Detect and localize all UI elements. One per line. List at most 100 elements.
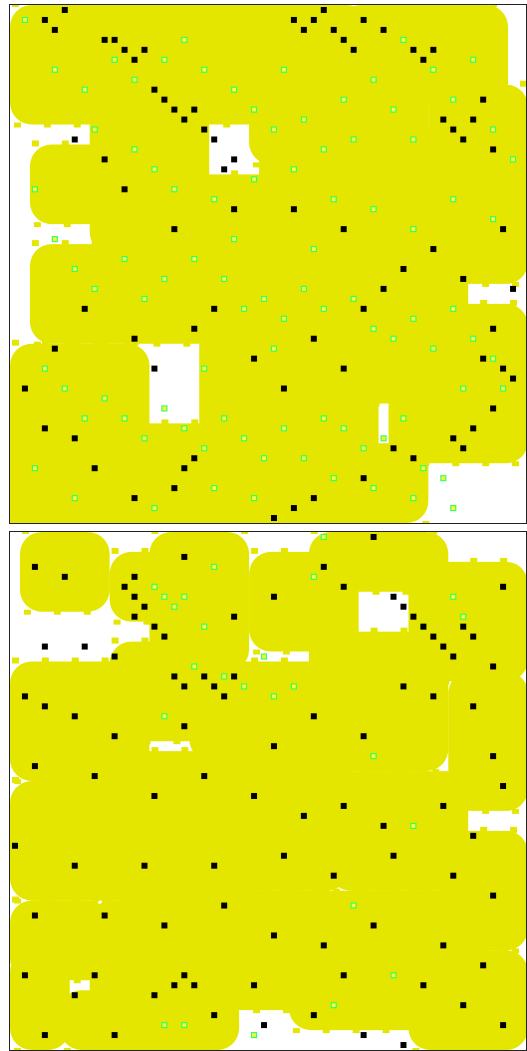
agent-cell [231, 613, 238, 620]
region-edge [243, 341, 251, 347]
region-edge [280, 547, 288, 554]
region-edge [490, 5, 498, 7]
agent-cell [171, 106, 178, 113]
region-edge [141, 499, 149, 506]
region-edge [83, 521, 91, 523]
region-edge [183, 102, 191, 108]
region-edge [71, 339, 79, 346]
food-item [490, 355, 497, 362]
region-edge [342, 759, 350, 765]
region-edge [330, 439, 338, 446]
region-edge [171, 499, 179, 506]
region-edge [450, 140, 458, 147]
food-item [390, 106, 397, 113]
food-item [201, 623, 208, 630]
region-edge [322, 481, 330, 487]
agent-cell [350, 46, 357, 53]
region-edge [470, 946, 478, 953]
region-edge [512, 281, 520, 287]
food-item [250, 495, 258, 502]
region-edge [480, 826, 488, 833]
region-edge [460, 260, 468, 266]
region-edge [243, 669, 251, 675]
agent-cell [360, 16, 367, 23]
region-edge [402, 589, 410, 595]
region-edge [43, 122, 51, 128]
agent-cell [71, 862, 78, 869]
food-item [191, 663, 198, 670]
region-edge [312, 769, 320, 775]
region-edge [442, 679, 450, 685]
food-item [191, 255, 198, 263]
agent-cell [280, 385, 287, 392]
region-edge [510, 667, 518, 674]
region-edge [111, 479, 119, 486]
region-edge [322, 1028, 330, 1034]
region-edge [41, 5, 49, 7]
food-item [450, 305, 457, 312]
region-edge [123, 341, 131, 347]
agent-cell [340, 802, 347, 809]
region-edge [440, 557, 448, 564]
region-edge [143, 619, 151, 625]
region-edge [123, 222, 131, 228]
agent-cell [21, 385, 28, 392]
region-edge [231, 299, 239, 306]
agent-cell [71, 435, 78, 442]
agent-cell [490, 146, 497, 153]
region-edge [440, 886, 448, 893]
region-edge [131, 5, 139, 7]
region-edge [183, 1038, 191, 1044]
region-edge [482, 281, 490, 287]
region-cell [59, 990, 240, 1050]
region-edge [372, 401, 380, 407]
food-item [31, 186, 38, 193]
region-edge [310, 547, 318, 554]
region-edge [193, 759, 201, 765]
region-edge [203, 481, 211, 487]
region-edge [233, 521, 241, 523]
region-edge [261, 299, 268, 306]
region-edge [300, 5, 308, 7]
region-edge [263, 521, 270, 523]
agent-cell [71, 992, 78, 999]
agent-cell [121, 186, 128, 193]
region-edge [280, 20, 288, 27]
region-edge [233, 481, 241, 487]
region-edge [163, 122, 171, 128]
region-edge [290, 747, 298, 754]
food-item [101, 395, 108, 402]
food-item [490, 126, 497, 133]
region-edge [290, 170, 298, 177]
region-cell [308, 631, 449, 772]
agent-cell [131, 495, 138, 502]
food-item [509, 156, 517, 163]
region-edge [390, 140, 398, 147]
region-edge [332, 888, 340, 894]
food-item [161, 1022, 168, 1029]
agent-cell [400, 603, 407, 610]
agent-cell [360, 475, 367, 482]
region-edge [290, 439, 298, 446]
agent-cell [390, 852, 397, 859]
region-edge [522, 202, 526, 208]
region-edge [141, 479, 149, 486]
agent-cell [41, 703, 48, 710]
agent-cell [430, 246, 437, 253]
agent-cell [410, 46, 417, 53]
region-edge [392, 888, 400, 894]
region-edge [310, 657, 318, 664]
agent-cell [221, 693, 228, 700]
region-edge [11, 777, 19, 784]
region-edge [11, 657, 19, 664]
region-edge [462, 202, 470, 208]
agent-cell [270, 593, 277, 600]
region-edge [151, 140, 159, 147]
region-edge [101, 5, 109, 7]
food-item [330, 1002, 337, 1009]
agent-cell [510, 375, 517, 382]
food-item [390, 972, 397, 979]
region-edge [452, 461, 460, 467]
food-item [330, 475, 337, 482]
region-edge [121, 240, 129, 247]
